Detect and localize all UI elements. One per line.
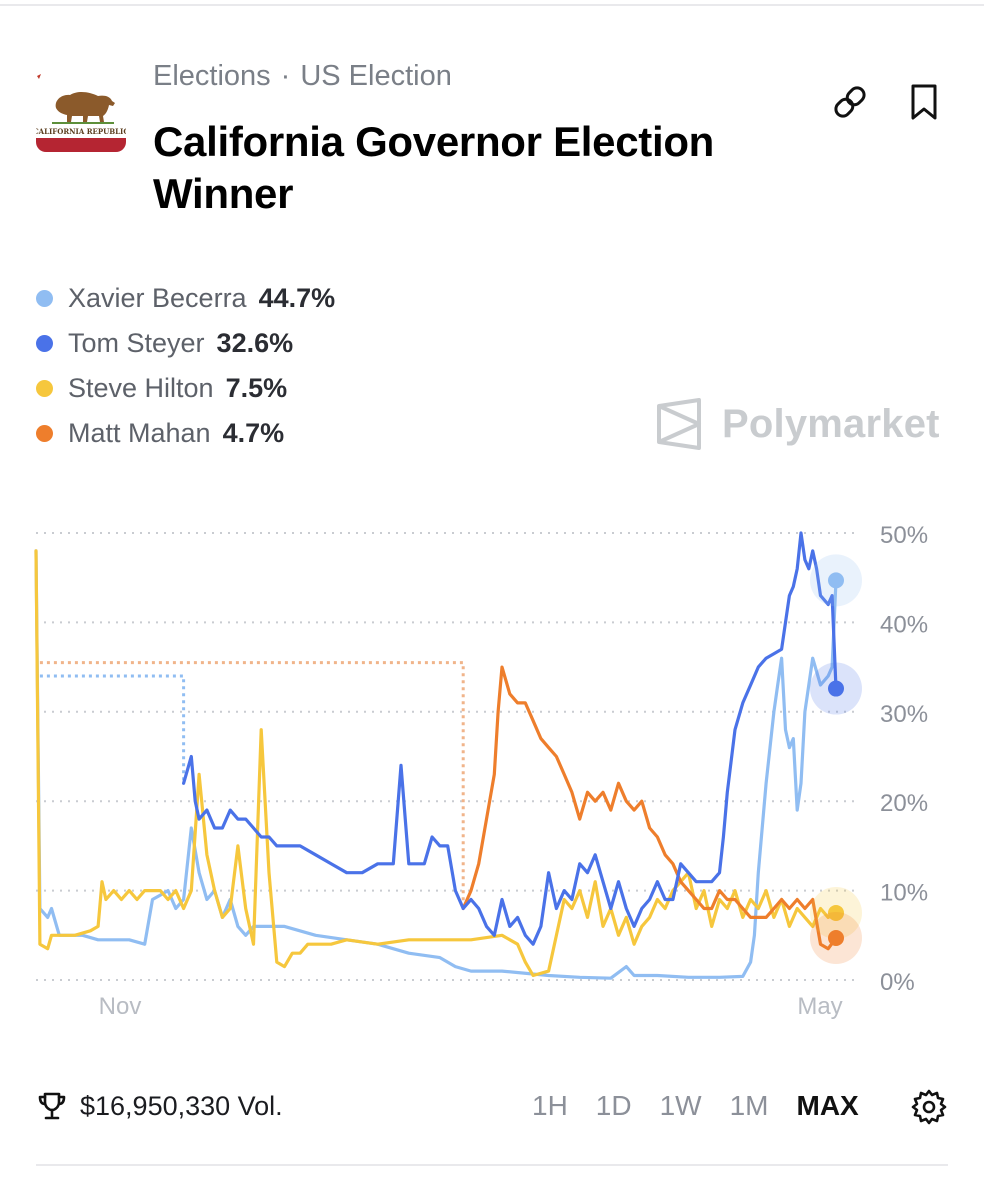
legend-dot [36,335,53,352]
y-tick-label: 40% [880,611,928,638]
bookmark-icon [911,84,937,120]
legend-name: Steve Hilton [68,373,214,403]
volume-display: $16,950,330 Vol. [36,1090,283,1122]
series-line-tom-steyer [182,531,838,946]
breadcrumb-us-election[interactable]: US Election [300,60,452,92]
series-line-matt-mahan [461,665,838,951]
x-tick-label: May [797,993,842,1020]
bookmark-button[interactable] [904,82,944,122]
range-1d-button[interactable]: 1D [595,1090,632,1121]
chart-legend: Xavier Becerra 44.7% Tom Steyer 32.6% St… [36,276,335,456]
link-icon [834,86,866,118]
series-dotted-line [39,661,465,909]
time-range-selector: 1H 1D 1W 1M MAX [532,1090,887,1122]
polymarket-watermark: Polymarket [654,398,940,450]
watermark-text: Polymarket [722,401,940,446]
series-end-point [828,680,844,697]
y-tick-label: 0% [880,969,915,996]
top-divider [0,0,984,6]
price-chart[interactable]: 50% 40% 30% 20% 10% 0% Nov May [0,500,984,1040]
breadcrumb-elections[interactable]: Elections [153,60,271,92]
range-1m-button[interactable]: 1M [729,1090,769,1121]
x-tick-label: Nov [99,993,142,1020]
legend-item-steyer[interactable]: Tom Steyer 32.6% [36,321,335,366]
breadcrumb: Elections · US Election [153,60,452,93]
volume-text: $16,950,330 Vol. [80,1090,283,1121]
legend-dot [36,425,53,442]
range-max-button[interactable]: MAX [796,1090,859,1121]
y-tick-label: 50% [880,522,928,549]
copy-link-button[interactable] [830,82,870,122]
series-line-steve-hilton [34,549,838,978]
chart-settings-button[interactable] [910,1088,948,1126]
legend-dot [36,290,53,307]
range-1w-button[interactable]: 1W [659,1090,702,1121]
chart-svg: 50% 40% 30% 20% 10% 0% Nov May [34,522,928,1020]
legend-name: Tom Steyer [68,328,205,358]
y-tick-label: 20% [880,790,928,817]
legend-value: 7.5% [225,373,288,403]
y-tick-label: 10% [880,880,928,907]
series-end-point [828,572,844,589]
series-line-xavier-becerra [34,549,838,980]
breadcrumb-separator: · [280,60,291,92]
legend-value: 32.6% [216,328,294,358]
chart-footer: $16,950,330 Vol. 1H 1D 1W 1M MAX [36,1082,948,1132]
legend-name: Matt Mahan [68,418,211,448]
range-1h-button[interactable]: 1H [532,1090,568,1121]
legend-value: 4.7% [222,418,285,448]
legend-item-becerra[interactable]: Xavier Becerra 44.7% [36,276,335,321]
legend-dot [36,380,53,397]
polymarket-logo-icon [657,398,701,450]
flag-text: CALIFORNIA REPUBLIC [36,127,126,136]
bottom-divider [36,1164,948,1166]
gear-icon [911,1089,947,1125]
legend-item-hilton[interactable]: Steve Hilton 7.5% [36,366,335,411]
legend-item-mahan[interactable]: Matt Mahan 4.7% [36,411,335,456]
series-dotted-line [39,674,186,784]
trophy-icon [38,1092,66,1120]
california-flag-image: CALIFORNIA REPUBLIC [36,70,126,152]
y-tick-label: 30% [880,701,928,728]
series-end-point [828,929,844,946]
legend-value: 44.7% [258,283,336,313]
legend-name: Xavier Becerra [68,283,247,313]
page-title: California Governor Election Winner [153,118,715,217]
series-end-point [828,904,844,921]
